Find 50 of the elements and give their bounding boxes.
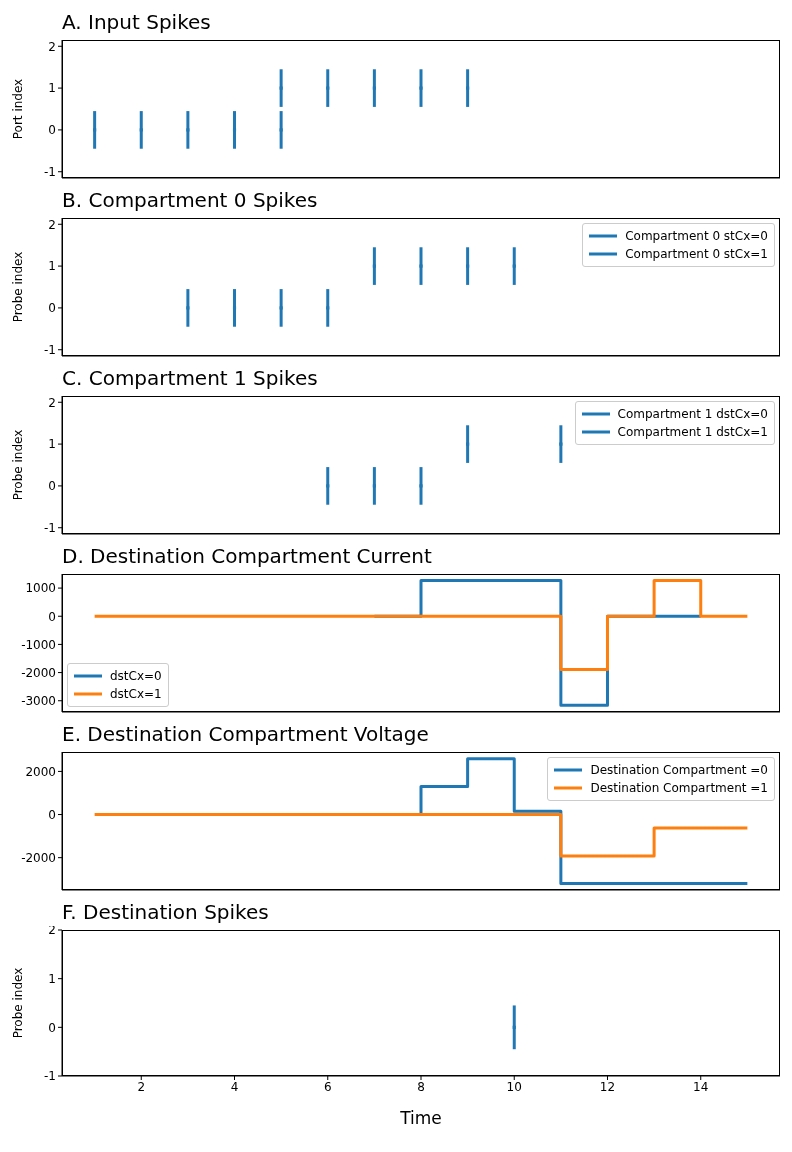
y-tick-label: 2 — [48, 395, 56, 410]
y-tick-label: -1 — [44, 164, 56, 179]
chart-title: F. Destination Spikes — [62, 900, 269, 924]
legend-label: Compartment 0 stCx=1 — [625, 246, 768, 263]
legend-label: Destination Compartment =0 — [590, 762, 768, 779]
legend-label: Compartment 1 dstCx=0 — [617, 406, 768, 423]
legend-label: dstCx=0 — [110, 668, 162, 685]
y-tick-label: -3000 — [21, 693, 56, 708]
x-tick-label: 8 — [417, 1079, 425, 1094]
y-tick-label: 1 — [48, 971, 56, 986]
y-tick-label: 2 — [48, 217, 56, 232]
y-tick-label: -2000 — [21, 850, 56, 865]
x-tick-label: 2 — [137, 1079, 146, 1094]
x-tick-label: 14 — [693, 1079, 709, 1094]
y-tick-label: 0 — [48, 609, 56, 624]
legend-label: dstCx=1 — [110, 686, 162, 703]
x-tick-label: 6 — [323, 1079, 332, 1094]
x-tick-label: 4 — [230, 1079, 239, 1094]
legend-label: Compartment 0 stCx=0 — [625, 228, 768, 245]
chart-title: C. Compartment 1 Spikes — [61, 365, 319, 392]
y-tick-label: -1 — [44, 520, 56, 535]
y-tick-label: 2000 — [25, 764, 56, 779]
y-tick-label: -2000 — [21, 665, 56, 680]
x-tick-label: 10 — [506, 1079, 522, 1094]
legend-label: Compartment 1 dstCx=1 — [617, 424, 768, 441]
legend-label: Destination Compartment =1 — [590, 780, 768, 797]
y-axis-title: Probe index — [11, 429, 25, 501]
y-tick-label: 0 — [48, 301, 56, 316]
chart-title: E. Destination Compartment Voltage — [61, 721, 430, 748]
y-tick-label: -1 — [44, 342, 56, 357]
x-tick-label: 12 — [599, 1079, 616, 1094]
chart-title: B. Compartment 0 Spikes — [61, 187, 319, 214]
y-tick-label: 0 — [48, 123, 56, 138]
y-axis-title: Probe index — [11, 967, 25, 1039]
chart-title: A. Input Spikes — [61, 9, 212, 36]
y-tick-label: 0 — [48, 1020, 56, 1035]
y-tick-label: 1 — [48, 259, 56, 274]
y-tick-label: -1000 — [21, 637, 56, 652]
y-tick-label: 2 — [48, 39, 56, 54]
y-axis-title: Probe index — [11, 251, 25, 323]
y-tick-label: 0 — [48, 807, 56, 822]
y-axis-title: Port index — [11, 78, 25, 140]
x-axis-title: Time — [399, 1108, 442, 1128]
y-tick-label: -1 — [44, 1069, 56, 1084]
chart-title: D. Destination Compartment Current — [61, 543, 433, 570]
y-tick-label: 1000 — [25, 581, 56, 596]
y-tick-label: 1 — [48, 437, 56, 452]
y-tick-label: 0 — [48, 479, 56, 494]
y-tick-label: 2 — [48, 923, 56, 938]
y-tick-label: 1 — [48, 81, 56, 96]
